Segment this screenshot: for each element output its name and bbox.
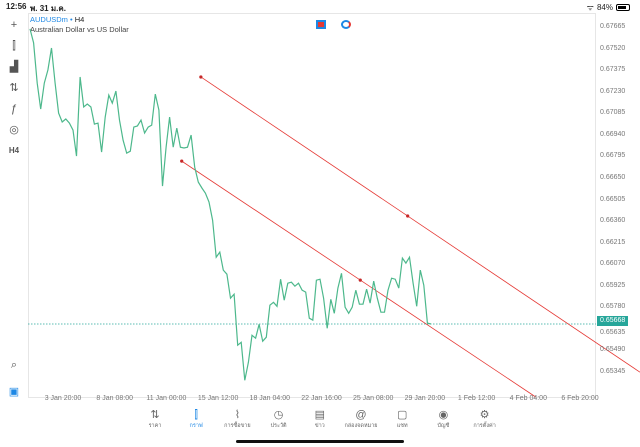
wifi-icon: ᯤ: [586, 3, 594, 12]
settings-icon: ⚙: [479, 409, 490, 421]
quotes-icon: ⇅: [150, 409, 160, 421]
symbol-timeframe: H4: [74, 15, 85, 24]
price-tick: 0.67665: [600, 23, 626, 30]
tab-label: ประวัติ: [270, 423, 287, 429]
trendline-anchor[interactable]: [406, 214, 410, 218]
time-tick: 15 Jan 12:00: [197, 395, 239, 402]
time-tick: 22 Jan 16:00: [301, 395, 342, 402]
trendline-anchor[interactable]: [199, 75, 203, 79]
shapes-icon[interactable]: ◎: [9, 124, 19, 136]
price-tick: 0.66795: [600, 152, 626, 160]
symbol-separator: •: [70, 15, 73, 24]
time-tick: 8 Jan 08:00: [96, 395, 133, 402]
battery-icon: [616, 4, 630, 11]
price-line: [29, 28, 432, 381]
price-tick: 0.65345: [600, 368, 626, 375]
tab-account[interactable]: ◉ บัญชี: [423, 408, 463, 430]
candlestick-icon[interactable]: ⫿: [12, 40, 16, 52]
trendline-anchor[interactable]: [180, 159, 184, 163]
current-price-label: 0.65668: [597, 316, 629, 326]
tab-quotes[interactable]: ⇅ ราคา: [135, 408, 175, 430]
tab-label: ข่าว: [314, 423, 325, 429]
timeframe-icon[interactable]: H4: [8, 146, 20, 155]
signal-icon[interactable]: [341, 20, 351, 29]
price-tick: 0.66940: [600, 130, 626, 138]
trendline-anchor[interactable]: [358, 278, 362, 282]
tab-trade[interactable]: ⌇ การซื้อขาย: [217, 408, 257, 430]
chart-toolbar: + ⫿ ▟ ⇅ ƒ ◎ H4 ⌕ ▣: [0, 14, 28, 398]
trendline[interactable]: [181, 160, 536, 398]
trade-icon[interactable]: ▣: [8, 386, 20, 398]
price-tick: 0.65780: [600, 303, 626, 311]
status-date: พ. 31 ม.ค.: [30, 4, 66, 13]
tab-label: ราคา: [148, 423, 162, 429]
price-tick: 0.67230: [600, 87, 626, 95]
time-tick: 6 Feb 20:00: [561, 395, 599, 402]
symbol-name[interactable]: AUDUSDm: [30, 15, 68, 24]
price-tick: 0.67520: [600, 44, 626, 52]
price-tick: 0.65635: [600, 329, 626, 336]
tab-news[interactable]: ▤ ข่าว: [300, 408, 340, 430]
tab-chat[interactable]: ▢ แชท: [382, 408, 422, 430]
time-tick: 3 Jan 20:00: [44, 395, 82, 402]
objects-icon[interactable]: ⇅: [9, 82, 19, 94]
trade-icon: ⌇: [234, 409, 241, 421]
tab-label: การตั้งค่า: [473, 423, 496, 429]
status-bar: 12:56 พ. 31 ม.ค. ᯤ 84%: [0, 0, 640, 13]
chart-area[interactable]: [28, 13, 596, 398]
time-tick: 4 Feb 04:00: [509, 395, 547, 402]
crosshair-icon[interactable]: +: [10, 19, 18, 31]
price-tick: 0.66215: [600, 238, 626, 246]
tab-chart[interactable]: ⫿ กราฟ: [176, 408, 216, 430]
mail-icon: @: [355, 409, 367, 421]
time-tick: 1 Feb 12:00: [457, 395, 496, 402]
price-tick: 0.67085: [600, 109, 626, 117]
one-click-trading-icon[interactable]: [316, 20, 326, 29]
bottom-tab-bar: ⇅ ราคา ⫿ กราฟ ⌇ การซื้อขาย ◷ ประวัติ ▤ ข่าว @ กล่อง…: [0, 408, 640, 434]
tab-label: การซื้อขาย: [224, 423, 251, 429]
indicators-icon[interactable]: ▟: [9, 61, 19, 73]
home-indicator[interactable]: [236, 440, 404, 443]
battery-percent: 84%: [596, 3, 613, 12]
price-tick: 0.65925: [600, 281, 626, 289]
account-icon: ◉: [438, 409, 449, 421]
news-icon: ▤: [314, 409, 325, 421]
time-tick: 25 Jan 08:00: [352, 395, 394, 402]
price-tick: 0.65490: [600, 346, 626, 354]
history-icon: ◷: [273, 409, 284, 421]
chart-icon: ⫿: [194, 409, 198, 421]
tab-settings[interactable]: ⚙ การตั้งค่า: [465, 408, 505, 430]
price-tick: 0.66360: [600, 217, 626, 225]
tab-label: กราฟ: [189, 423, 203, 429]
price-tick: 0.66650: [600, 173, 626, 181]
zoom-icon[interactable]: ⌕: [10, 359, 18, 371]
chat-icon: ▢: [396, 409, 408, 421]
function-icon[interactable]: ƒ: [10, 103, 18, 115]
tab-mail[interactable]: @ กล่องจดหมาย: [341, 408, 381, 430]
time-tick: 18 Jan 04:00: [249, 395, 291, 402]
tab-label: แชท: [396, 423, 408, 429]
tab-label: บัญชี: [437, 423, 450, 429]
trendline[interactable]: [200, 76, 640, 373]
tab-label: กล่องจดหมาย: [344, 423, 378, 429]
symbol-description: Australian Dollar vs US Dollar: [30, 25, 129, 34]
tab-history[interactable]: ◷ ประวัติ: [259, 408, 299, 430]
time-tick: 11 Jan 00:00: [146, 395, 187, 402]
symbol-header: AUDUSDm • H4 Australian Dollar vs US Dol…: [30, 15, 129, 34]
price-tick: 0.66505: [600, 195, 626, 203]
price-tick: 0.66070: [600, 260, 626, 268]
status-time: 12:56: [6, 2, 27, 11]
time-tick: 29 Jan 20:00: [404, 395, 446, 402]
price-tick: 0.67375: [600, 66, 626, 74]
